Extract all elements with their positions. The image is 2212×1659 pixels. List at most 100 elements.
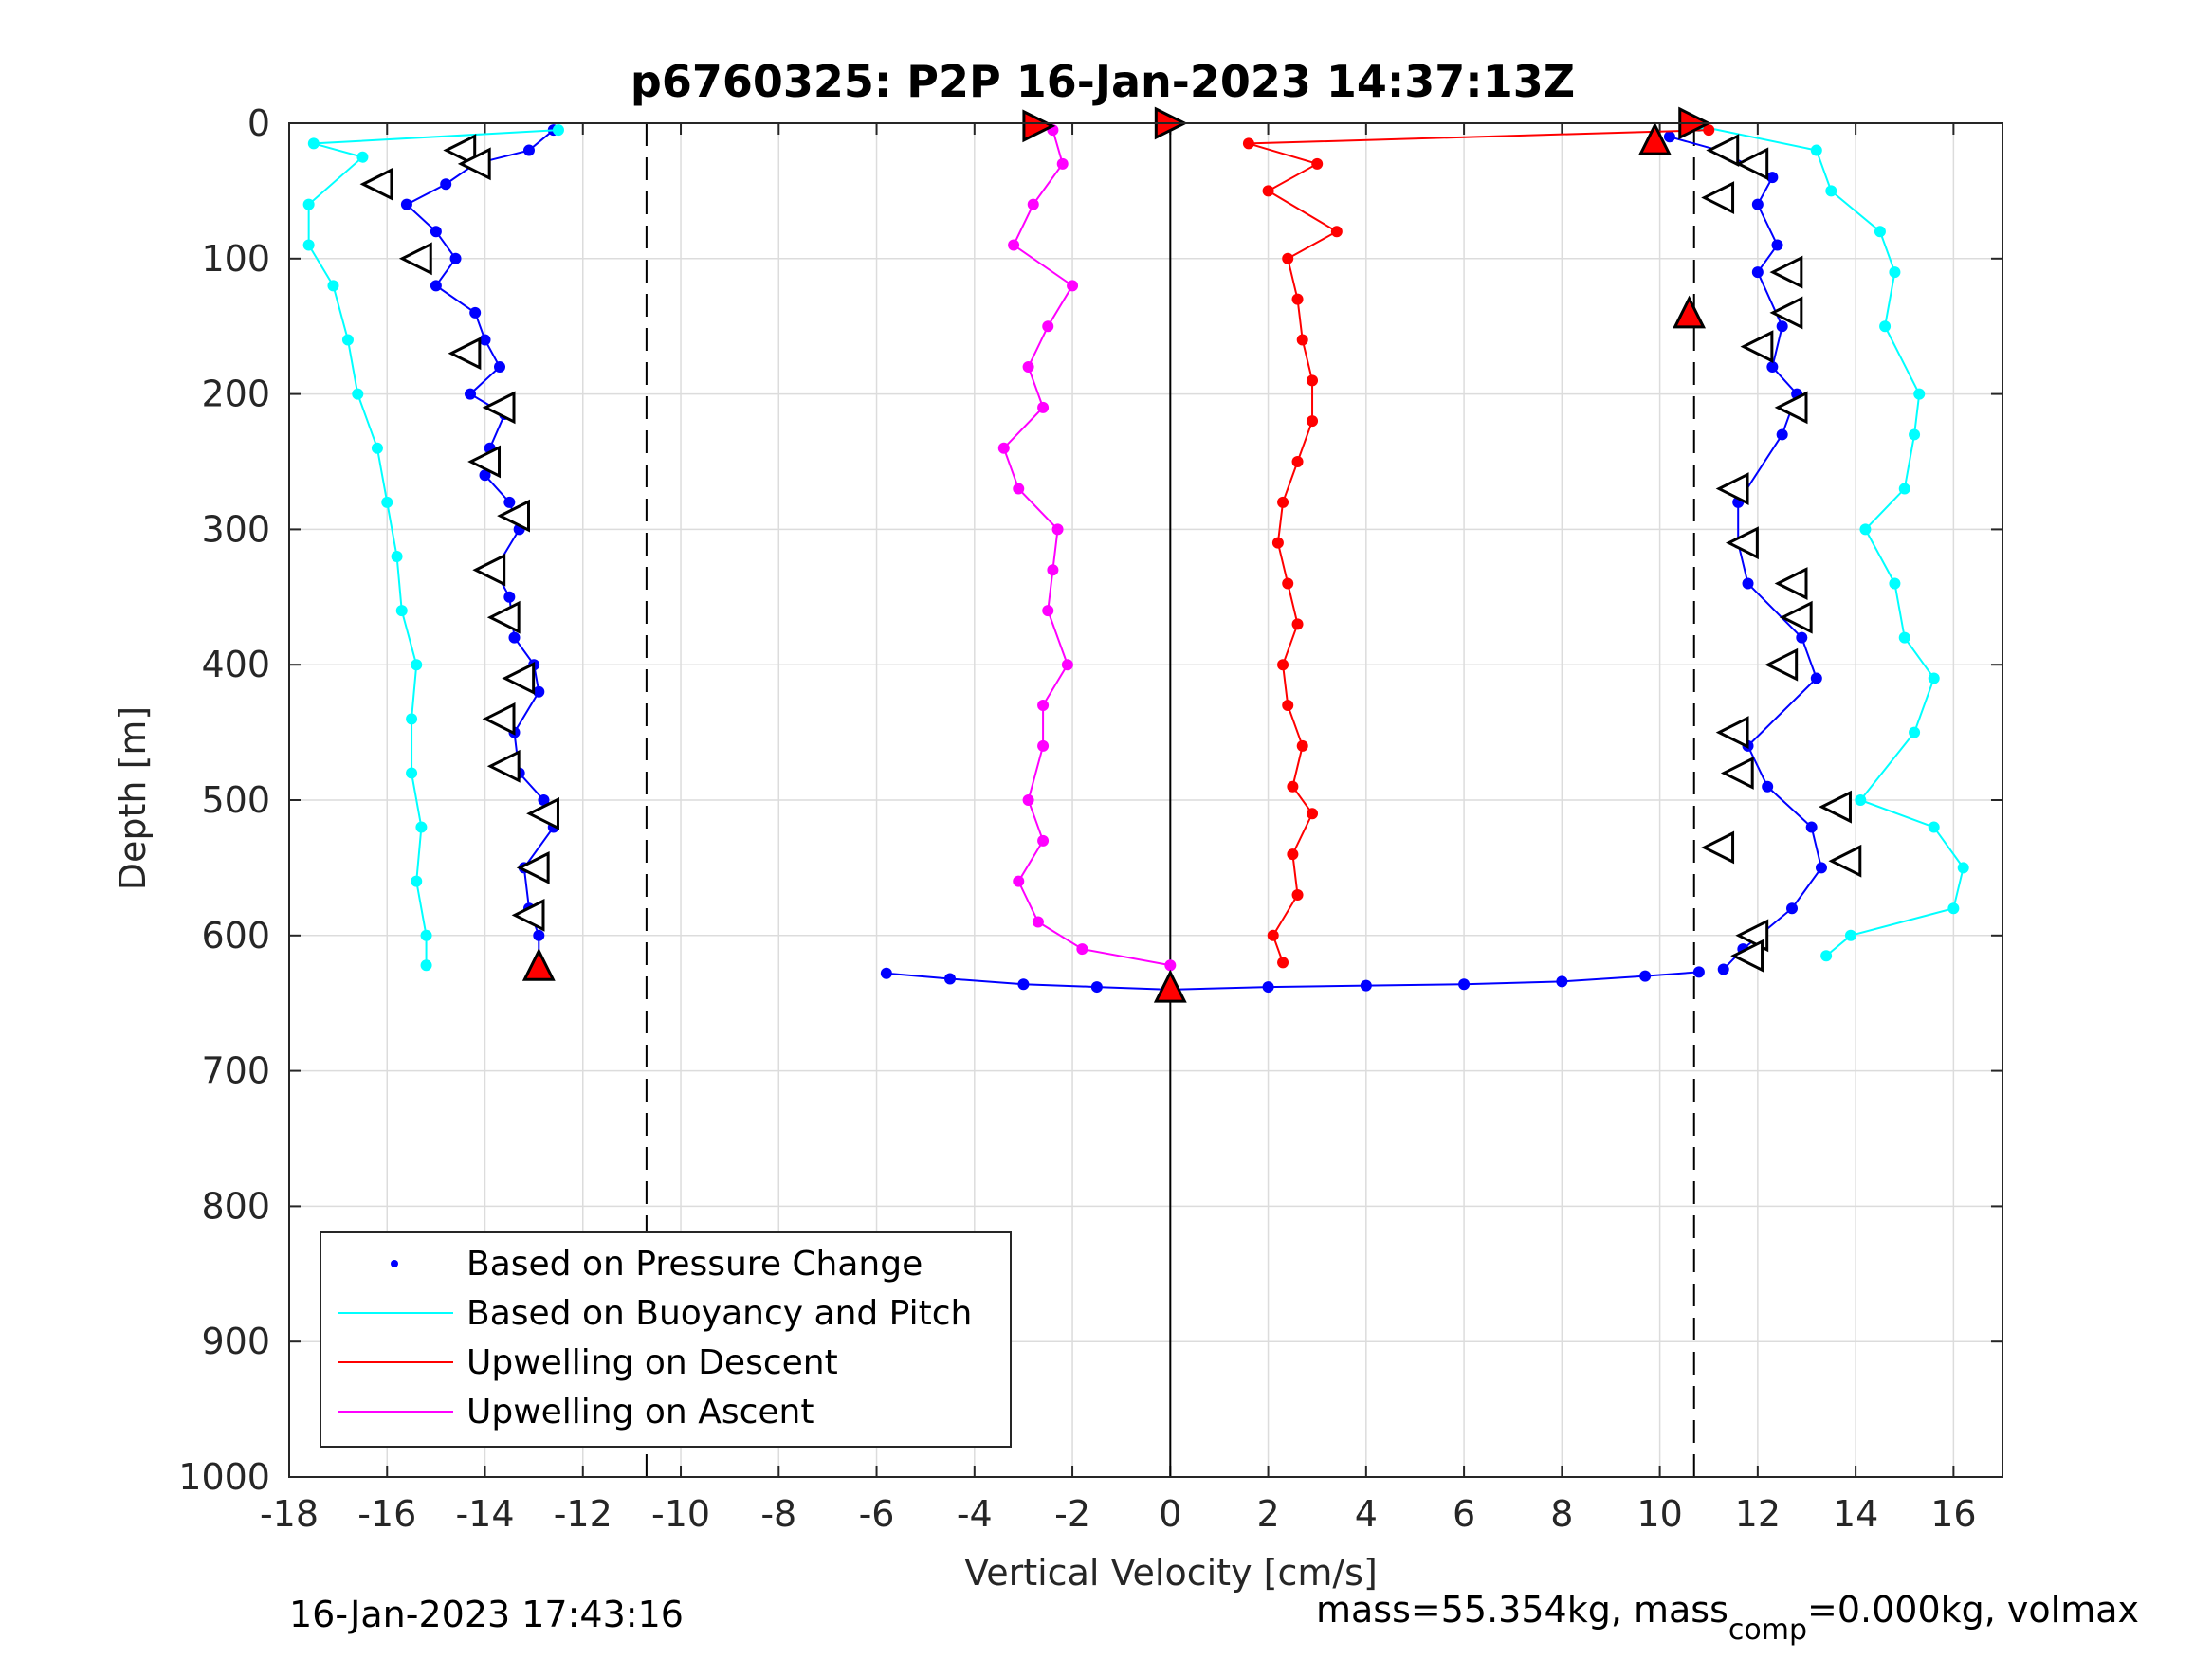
series-point: [1027, 198, 1039, 210]
series-point: [411, 659, 423, 671]
series-point: [1282, 252, 1294, 264]
series-point: [1037, 401, 1050, 413]
marker-layer: [359, 106, 1862, 1003]
legend-label: Based on Pressure Change: [466, 1245, 923, 1284]
series-point: [1056, 157, 1069, 170]
y-tick-label: 900: [201, 1321, 270, 1362]
series-point: [307, 137, 320, 150]
series-group: [1663, 131, 1827, 975]
series-point: [1076, 943, 1088, 956]
series-point: [1913, 388, 1926, 400]
series-point: [1785, 902, 1798, 915]
series-point: [469, 306, 482, 319]
series-point: [1776, 428, 1788, 441]
series-point: [1947, 902, 1960, 915]
marker-triangle-left: [1726, 526, 1759, 560]
marker-triangle-left: [1735, 147, 1769, 181]
series-point: [1771, 239, 1783, 251]
marker-triangle-left: [1706, 134, 1740, 167]
series-point: [1282, 700, 1294, 712]
y-tick-label: 400: [201, 644, 270, 685]
footer-mass-subscript: comp: [1728, 1613, 1807, 1647]
series-point: [1042, 605, 1054, 617]
marker-triangle-left: [443, 134, 477, 167]
series-point: [1810, 144, 1822, 156]
series-point: [1796, 631, 1808, 644]
series-point: [371, 442, 383, 454]
series-point: [1766, 172, 1779, 184]
series-point: [1889, 266, 1901, 279]
legend-box: [320, 1231, 1012, 1448]
series-point: [400, 198, 412, 210]
series-point: [479, 334, 491, 346]
x-tick-label: 16: [1930, 1493, 1976, 1535]
x-tick-label: 4: [1355, 1493, 1378, 1535]
marker-triangle-left: [448, 337, 482, 371]
x-tick-label: -12: [554, 1493, 612, 1535]
series-point: [302, 239, 315, 251]
series-point: [1296, 739, 1308, 752]
series-point: [415, 821, 428, 833]
chart-title: p6760325: P2P 16-Jan-2023 14:37:13Z: [631, 56, 1575, 107]
series-point: [1751, 266, 1764, 279]
series-point: [1717, 963, 1729, 975]
series-point: [1287, 848, 1299, 861]
series-point: [1164, 959, 1177, 972]
series-point: [1815, 862, 1827, 874]
marker-triangle-left: [1769, 255, 1803, 289]
series-line: [1698, 124, 1965, 957]
marker-triangle-left: [526, 796, 559, 830]
x-tick-label: 10: [1636, 1493, 1682, 1535]
series-point: [1037, 700, 1050, 712]
legend-label: Upwelling on Descent: [466, 1343, 838, 1382]
series-point: [430, 226, 442, 238]
marker-triangle-left: [1740, 330, 1774, 364]
legend-label: Based on Buoyancy and Pitch: [466, 1294, 972, 1333]
marker-triangle-left: [1774, 391, 1808, 425]
marker-triangle-left: [486, 749, 521, 783]
series-point: [1277, 496, 1289, 508]
x-tick-label: -4: [957, 1493, 993, 1535]
series-point: [1277, 659, 1289, 671]
series-point: [1825, 185, 1837, 197]
series-point: [1067, 280, 1079, 292]
x-tick-label: 6: [1453, 1493, 1475, 1535]
series-point: [1047, 564, 1059, 576]
series-point: [1855, 794, 1867, 806]
series-point: [449, 252, 462, 264]
marker-triangle-left: [1715, 472, 1749, 505]
series-point: [1751, 198, 1764, 210]
series-point: [1844, 929, 1856, 941]
series-point: [1898, 631, 1910, 644]
y-tick-label: 700: [201, 1050, 270, 1092]
series-point: [1022, 361, 1034, 374]
x-tick-label: -2: [1054, 1493, 1090, 1535]
y-tick-labels: 0 100 200 300 400 500 600 700 800 900 1000: [178, 102, 270, 1498]
series-point: [395, 605, 408, 617]
series-point: [1805, 821, 1818, 833]
series-point: [465, 388, 477, 400]
series-point: [1282, 577, 1294, 590]
series-point: [1291, 618, 1304, 630]
series-point: [533, 685, 545, 698]
series-point: [1909, 726, 1921, 738]
y-axis-label: Depth [m]: [112, 706, 154, 891]
series-point: [1291, 888, 1304, 901]
legend: Based on Pressure Change Based on Buoyanc…: [320, 1231, 1012, 1448]
series-point: [420, 929, 432, 941]
series-point: [1703, 124, 1715, 137]
series-point: [1360, 979, 1372, 992]
series-point: [1663, 131, 1675, 143]
marker-triangle-left: [1730, 939, 1764, 973]
footer-timestamp: 16-Jan-2023 17:43:16: [289, 1594, 684, 1635]
y-tick-label: 800: [201, 1185, 270, 1227]
marker-triangle-left: [1701, 181, 1735, 214]
series-group: [302, 124, 564, 972]
series-point: [494, 361, 506, 374]
series-line: [1248, 129, 1709, 963]
marker-triangle-left: [1701, 830, 1735, 865]
y-tick-label: 100: [201, 238, 270, 280]
x-tick-label: 8: [1550, 1493, 1573, 1535]
marker-triangle-left: [467, 445, 502, 479]
series-point: [1271, 537, 1284, 549]
